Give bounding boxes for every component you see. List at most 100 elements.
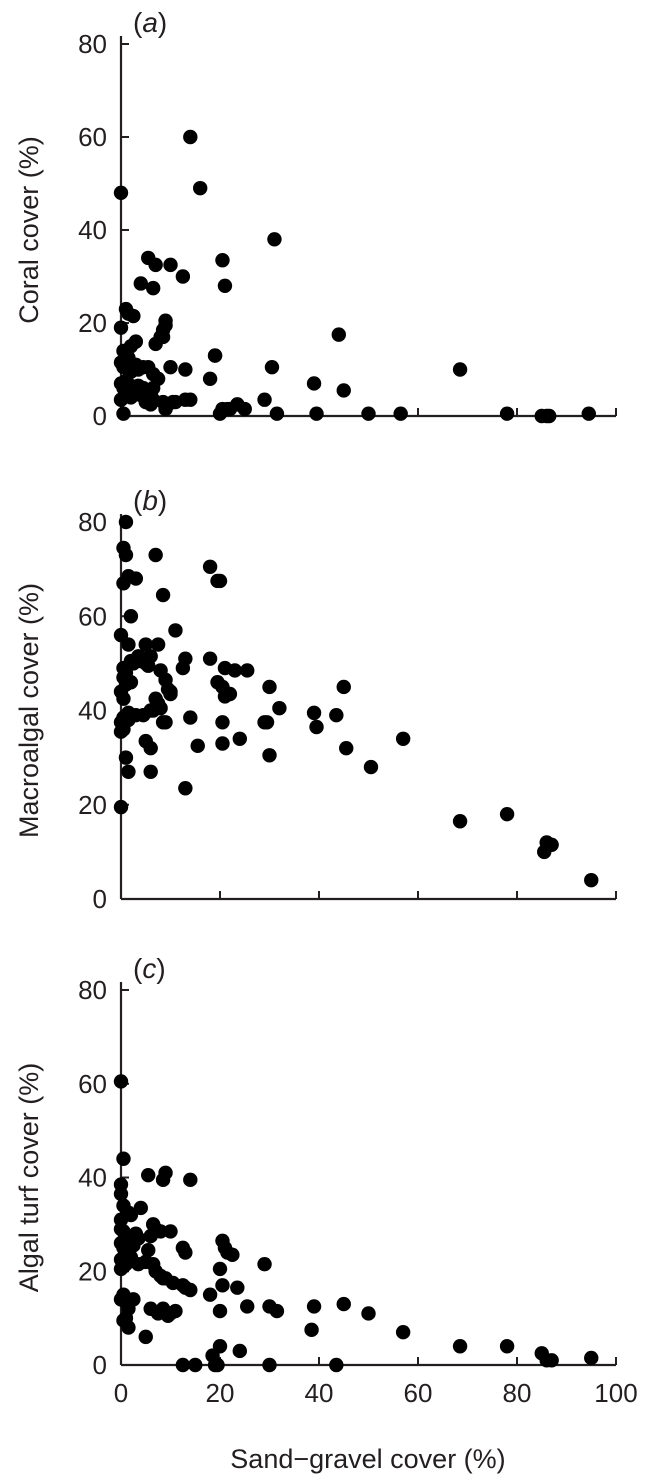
data-point — [168, 1303, 183, 1319]
data-point — [393, 406, 408, 421]
data-point — [128, 1231, 144, 1246]
data-point — [225, 1247, 240, 1263]
x-tick-label: 20 — [206, 1378, 235, 1408]
data-point — [336, 383, 351, 398]
data-point — [361, 1306, 376, 1321]
data-point — [361, 406, 376, 421]
data-point — [339, 741, 354, 756]
data-point — [143, 764, 158, 779]
data-point — [363, 759, 379, 775]
data-point — [168, 623, 183, 638]
data-point — [113, 185, 129, 200]
data-point — [584, 872, 599, 888]
data-point — [202, 371, 218, 386]
data-point — [188, 1357, 203, 1373]
data-point — [113, 1074, 129, 1089]
x-tick-label: 0 — [114, 1378, 128, 1408]
data-point — [257, 392, 272, 407]
data-point — [267, 232, 282, 247]
data-point — [269, 1303, 285, 1319]
data-point — [329, 1357, 344, 1373]
y-axis-title: Algal turf cover (%) — [14, 1063, 44, 1293]
data-point — [257, 1257, 272, 1272]
data-point — [158, 715, 173, 730]
data-point — [175, 269, 191, 284]
x-tick-label: 100 — [594, 1378, 637, 1408]
data-point — [269, 406, 285, 421]
data-point — [163, 1224, 178, 1239]
data-point — [178, 781, 193, 796]
data-point — [118, 514, 134, 530]
data-point — [128, 571, 144, 586]
data-point — [178, 651, 193, 666]
data-point — [113, 799, 129, 815]
data-point — [309, 406, 324, 421]
data-point — [217, 660, 233, 676]
panel-c: 0 20 40 60 80 0 20 40 60 80 100 Algal turf cover (%… — [14, 953, 638, 1408]
data-point — [123, 609, 139, 624]
data-point — [163, 359, 178, 375]
y-tick-label: 80 — [78, 507, 107, 537]
data-point — [240, 663, 255, 678]
data-point — [138, 637, 153, 652]
data-point — [138, 1329, 153, 1345]
data-point — [232, 1343, 247, 1359]
data-point — [232, 731, 247, 746]
y-tick-label: 40 — [78, 696, 107, 726]
data-point — [165, 394, 181, 410]
data-point — [113, 320, 129, 335]
data-point — [183, 1172, 198, 1188]
data-point — [190, 738, 205, 754]
y-axis-title: Macroalgal cover (%) — [14, 583, 44, 838]
data-point — [141, 1167, 156, 1183]
data-point — [336, 679, 351, 695]
data-point — [212, 573, 228, 589]
data-point — [128, 334, 144, 349]
data-point — [395, 1324, 411, 1340]
data-point — [544, 837, 559, 853]
data-point — [257, 715, 272, 730]
data-point — [121, 764, 136, 779]
data-point — [304, 1322, 319, 1338]
data-point — [193, 180, 208, 196]
data-point — [121, 637, 136, 652]
data-point — [262, 679, 277, 695]
data-point — [113, 1186, 129, 1202]
panel-label: (c) — [133, 953, 166, 984]
data-point — [395, 731, 411, 746]
data-point — [116, 1151, 131, 1166]
data-point — [581, 406, 596, 421]
data-point — [264, 359, 280, 375]
data-point — [202, 1287, 218, 1302]
y-tick-label: 60 — [78, 1069, 107, 1099]
data-point — [215, 1278, 230, 1293]
x-axis-title: Sand−gravel cover (%) — [230, 1444, 505, 1474]
data-point — [133, 1200, 148, 1216]
data-point — [210, 1357, 225, 1373]
data-point — [217, 278, 233, 293]
data-point — [148, 257, 163, 273]
data-point — [116, 576, 131, 591]
data-point — [306, 1299, 322, 1314]
data-point — [158, 1165, 173, 1181]
data-point — [499, 406, 515, 421]
y-tick-label: 0 — [93, 1350, 107, 1380]
data-point — [133, 276, 148, 291]
data-point — [150, 371, 166, 386]
data-point — [183, 129, 198, 145]
data-point — [116, 691, 131, 706]
panel-label: (b) — [133, 485, 167, 516]
data-point — [118, 750, 134, 765]
data-point — [163, 257, 178, 273]
data-point — [178, 362, 193, 377]
y-tick-label: 0 — [93, 401, 107, 431]
data-point — [207, 348, 223, 363]
data-point — [118, 547, 134, 563]
data-point — [452, 362, 468, 377]
data-point — [153, 700, 168, 716]
y-tick-label: 20 — [78, 308, 107, 338]
data-point — [155, 587, 171, 603]
data-point — [220, 401, 235, 417]
data-point — [202, 651, 218, 666]
data-point — [126, 1292, 141, 1307]
